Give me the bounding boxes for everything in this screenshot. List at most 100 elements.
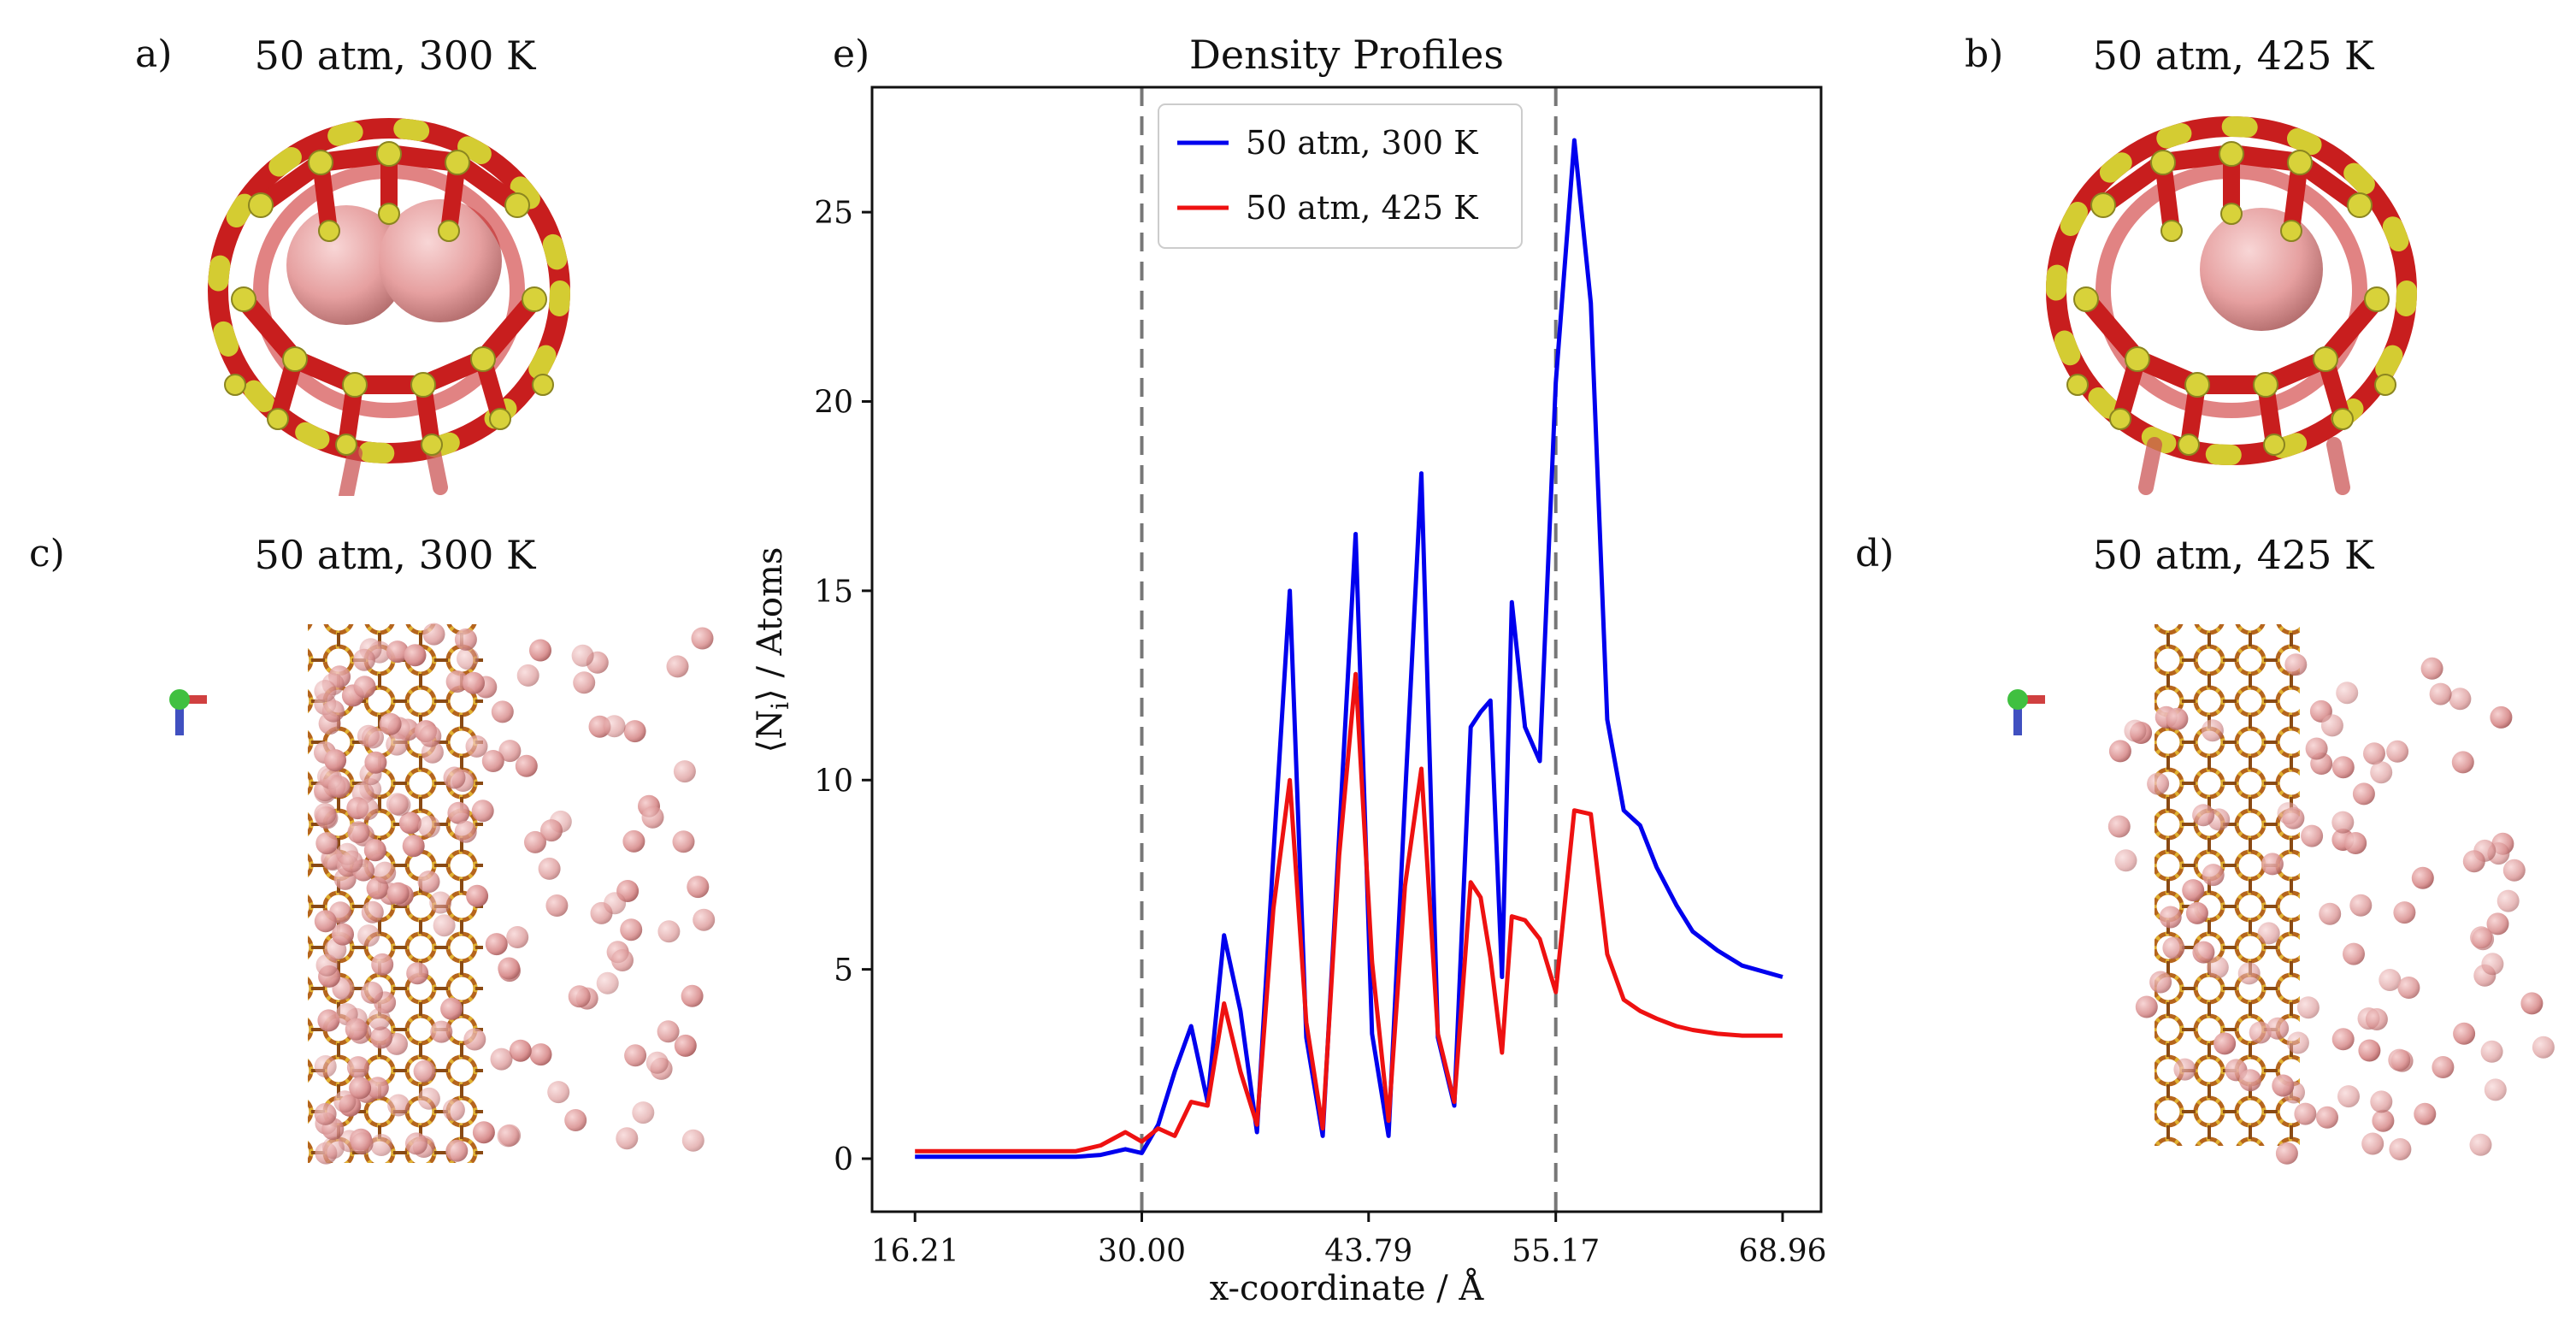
x-tick-label: 68.96	[1738, 1234, 1826, 1269]
adsorbate-atom	[463, 1028, 486, 1051]
adsorbate-atom	[315, 953, 339, 977]
adsorbate-atom	[405, 1132, 427, 1155]
adsorbate-atom	[321, 1136, 345, 1160]
adsorbate-atom	[641, 806, 664, 829]
adsorbate-atom	[2213, 1032, 2237, 1055]
adsorbate-atom	[430, 1020, 453, 1043]
adsorbate-atom	[332, 923, 354, 946]
adsorbate-atom	[540, 819, 563, 842]
adsorbate-atom	[498, 957, 521, 980]
silicon-nodes	[2066, 141, 2396, 456]
axes-triad-icon	[2007, 689, 2045, 735]
adsorbate-atom	[417, 815, 440, 838]
adsorbate-atom	[357, 924, 380, 947]
adsorbate-atom	[516, 664, 539, 687]
adsorbate-atom	[2261, 853, 2284, 876]
adsorbate-atom	[333, 1090, 357, 1113]
adsorbate-atom	[362, 726, 384, 749]
adsorbate-atom	[2386, 740, 2409, 763]
adsorbate-atom	[2453, 1022, 2476, 1045]
adsorbate-atom	[440, 997, 463, 1020]
adsorbate-atom	[371, 953, 394, 976]
adsorbate-atom	[547, 1081, 570, 1104]
adsorbate-atom	[681, 1129, 704, 1152]
adsorbate-atom	[442, 1099, 465, 1121]
adsorbate-atom	[465, 735, 488, 758]
adsorbed-atoms	[2107, 653, 2555, 1165]
adsorbate-atom	[445, 1139, 469, 1162]
panel-a-title: 50 atm, 300 K	[254, 32, 536, 79]
adsorbate-atom	[2349, 894, 2373, 917]
adsorbate-atom	[417, 1087, 440, 1110]
adsorbate-atom	[2361, 1132, 2384, 1155]
adsorbate-atom	[2462, 850, 2485, 873]
adsorbate-atom	[454, 820, 477, 843]
adsorbate-atom	[314, 910, 337, 933]
y-tick-label: 0	[834, 1142, 853, 1177]
density-profile-chart: Density Profiles 16.21 30.00 43.79 55.17 68.…	[751, 32, 1827, 1308]
adsorbate-atom	[2108, 740, 2131, 763]
adsorbate-atom	[564, 1109, 587, 1131]
adsorbate-atom	[466, 884, 489, 907]
legend-label-300k: 50 atm, 300 K	[1246, 124, 1478, 162]
adsorbate-atom	[345, 1018, 368, 1041]
adsorbate-atom	[433, 914, 456, 937]
panel-b-title: 50 atm, 425 K	[2092, 32, 2374, 79]
adsorbate-atom	[2469, 1133, 2492, 1156]
adsorbate-atom	[445, 670, 469, 693]
y-tick-label: 5	[834, 953, 853, 989]
adsorbate-atom	[645, 1051, 669, 1074]
adsorbate-atom	[404, 644, 427, 667]
adsorbate-atom	[349, 1077, 372, 1100]
adsorbate-atom	[596, 971, 619, 994]
adsorbate-atom	[447, 801, 470, 824]
adsorbate-atom	[2449, 688, 2472, 711]
adsorbate-atom	[2202, 864, 2225, 887]
adsorbate-atom	[2352, 782, 2375, 806]
adsorbate-atom	[603, 715, 626, 738]
adsorbate-atom	[497, 1124, 520, 1148]
adsorbate-atom	[429, 891, 452, 914]
adsorbate-atom	[2344, 832, 2367, 854]
adsorbate-atom	[2393, 901, 2416, 924]
adsorbate-atom	[353, 676, 376, 699]
adsorbate-atom	[693, 908, 716, 931]
adsorbate-atom	[2192, 941, 2215, 964]
adsorbate-atom	[2319, 902, 2342, 925]
panel-b-cage-image	[2046, 116, 2417, 495]
panel-b-label: b)	[1965, 32, 2004, 76]
adsorbate-atom	[2484, 1078, 2507, 1101]
chart-title: Density Profiles	[1189, 32, 1504, 78]
adsorbate-atom	[529, 639, 551, 662]
adsorbate-atom	[351, 1132, 374, 1155]
adsorbate-atom	[2472, 928, 2495, 951]
adsorbate-atom	[568, 985, 591, 1008]
adsorbate-atom	[2147, 772, 2170, 795]
adsorbate-atom	[340, 850, 363, 873]
adsorbate-atom	[2249, 1021, 2272, 1044]
adsorbed-atoms	[314, 623, 716, 1165]
x-tick-label: 55.17	[1512, 1234, 1600, 1269]
adsorbate-atom	[2185, 901, 2208, 924]
adsorbate-atom	[386, 793, 409, 816]
adsorbate-atom	[379, 712, 402, 735]
adsorbate-atom	[2320, 714, 2343, 737]
adsorbate-atom	[657, 1020, 680, 1043]
adsorbate-atom	[2286, 1031, 2309, 1054]
adsorbate-atom	[471, 800, 494, 823]
adsorbate-atom	[374, 861, 397, 884]
adsorbate-atom	[632, 1101, 655, 1124]
adsorbate-atom	[515, 754, 538, 777]
adsorbate-atom	[364, 751, 387, 774]
adsorbate-atom	[2267, 1017, 2290, 1040]
adsorbate-atom	[2237, 962, 2261, 985]
adsorbate-atom	[347, 821, 370, 844]
adsorbate-atom	[2486, 912, 2509, 935]
panel-e-label: e)	[833, 32, 870, 76]
silicon-nodes	[224, 141, 554, 456]
adsorbate-atom	[2114, 849, 2137, 872]
adsorbate-atom	[463, 671, 485, 694]
panel-c-label: c)	[29, 532, 65, 575]
adsorbate-atom	[2429, 682, 2452, 705]
adsorbate-atom	[2166, 707, 2189, 730]
